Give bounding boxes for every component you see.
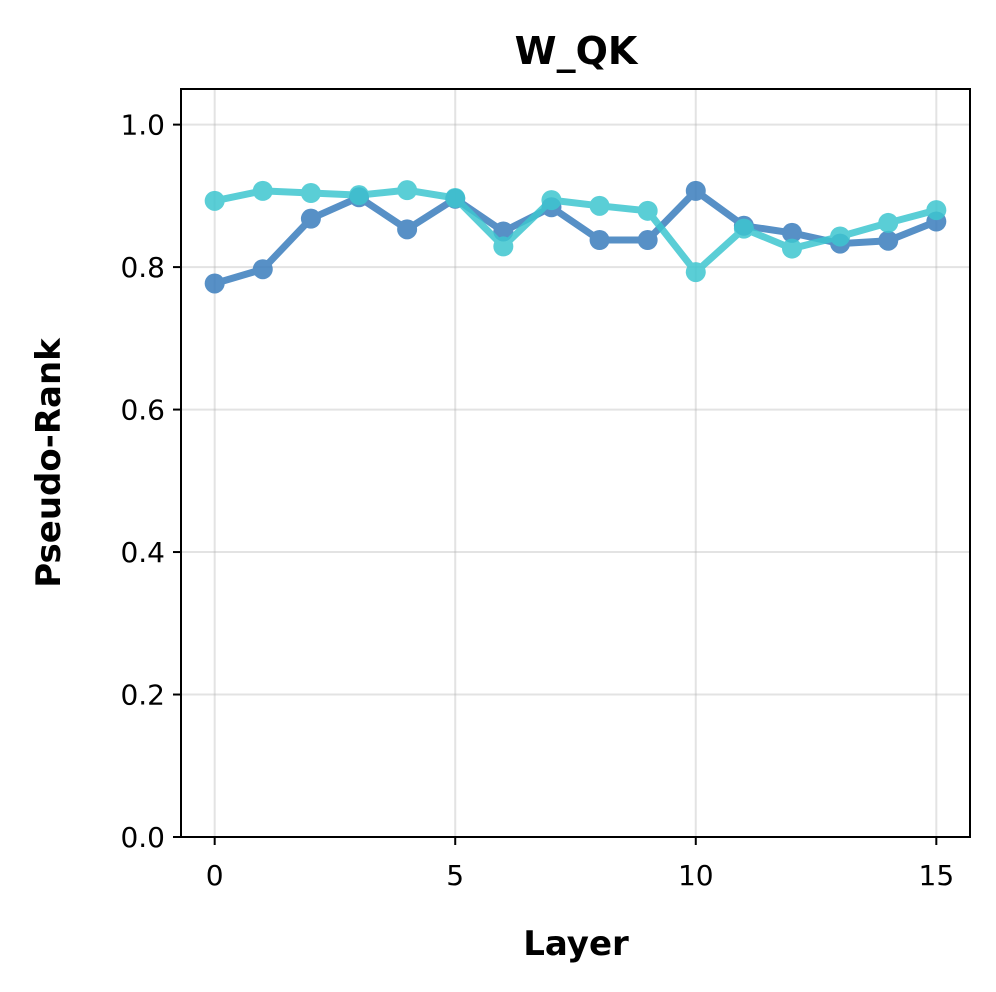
series-2: [204, 180, 947, 283]
data-point: [781, 222, 802, 243]
data-point: [781, 238, 802, 259]
data-point: [589, 230, 610, 251]
data-point: [685, 180, 706, 201]
y-tick-label: 0.2: [120, 679, 165, 712]
y-tick-label: 0.6: [120, 394, 165, 427]
chart-title: W_QK: [515, 29, 639, 73]
y-axis-label: Pseudo-Rank: [29, 337, 69, 588]
data-point: [397, 219, 418, 240]
y-tick-label: 0.0: [120, 821, 165, 854]
data-point: [926, 200, 947, 221]
data-point: [445, 187, 466, 208]
x-tick-label: 10: [678, 859, 714, 892]
y-tick-label: 0.4: [120, 536, 165, 569]
series-lines: [204, 180, 947, 294]
series-line: [211, 187, 940, 287]
plot-frame: [180, 88, 971, 838]
data-point: [541, 190, 562, 211]
x-tick-label: 5: [446, 859, 464, 892]
data-point: [637, 200, 658, 221]
series-line: [211, 186, 940, 276]
data-point: [300, 208, 321, 229]
data-point: [204, 190, 225, 211]
data-point: [733, 218, 754, 239]
data-point: [685, 262, 706, 283]
x-axis: 0 5 10 15: [206, 837, 954, 892]
data-point: [300, 183, 321, 204]
data-point: [397, 180, 418, 201]
data-point: [349, 185, 370, 206]
data-point: [830, 226, 851, 247]
y-axis: 0.0 0.2 0.4 0.6 0.8 1.0: [120, 109, 181, 854]
data-point: [493, 236, 514, 257]
data-point: [204, 273, 225, 294]
x-tick-label: 15: [919, 859, 955, 892]
data-point: [252, 259, 273, 280]
y-tick-label: 0.8: [120, 251, 165, 284]
x-axis-label: Layer: [523, 924, 629, 964]
x-tick-label: 0: [206, 859, 224, 892]
data-point: [252, 180, 273, 201]
y-tick-label: 1.0: [120, 109, 165, 142]
data-point: [878, 212, 899, 233]
data-point: [878, 230, 899, 251]
data-point: [589, 195, 610, 216]
data-point: [637, 230, 658, 251]
